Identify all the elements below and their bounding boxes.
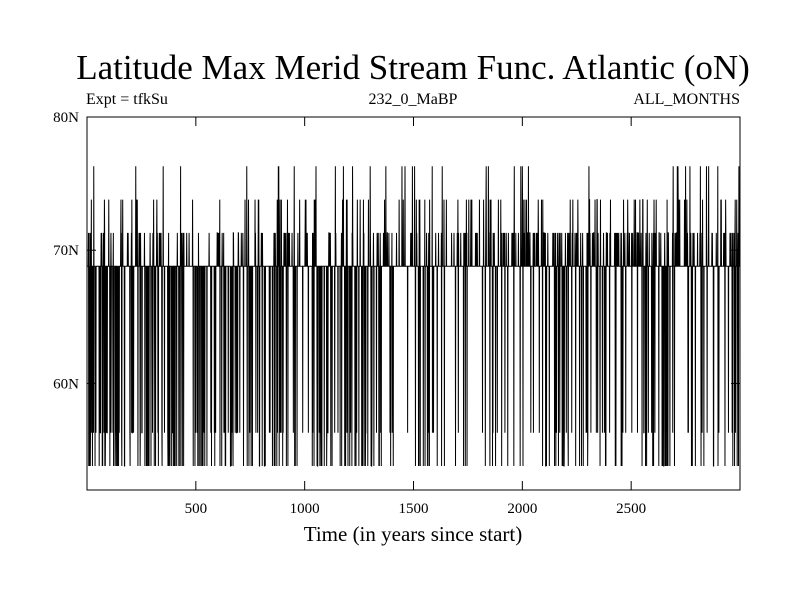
period-label: 232_0_MaBP [369, 91, 458, 108]
x-tick-label-1000: 1000 [290, 501, 320, 517]
x-axis-label: Time (in years since start) [304, 522, 523, 546]
y-axis-tick-labels: 60N 70N 80N [53, 110, 79, 392]
y-tick-label-70: 70N [53, 243, 79, 259]
axis-ticks [87, 116, 740, 490]
x-tick-label-2000: 2000 [507, 501, 537, 517]
x-tick-label-2500: 2500 [616, 501, 646, 517]
x-tick-label-500: 500 [185, 501, 208, 517]
y-tick-label-80: 80N [53, 110, 79, 126]
plot-frame [86, 116, 741, 491]
x-tick-label-1500: 1500 [399, 501, 429, 517]
series-1-line [87, 166, 741, 467]
experiment-label: Expt = tfkSu [86, 91, 168, 108]
y-tick-label-60: 60N [53, 376, 79, 392]
chart-title: Latitude Max Merid Stream Func. Atlantic… [76, 48, 750, 87]
x-axis-tick-labels: 500 1000 1500 2000 2500 [185, 501, 647, 517]
months-label: ALL_MONTHS [633, 91, 740, 108]
series-1-path [87, 166, 741, 467]
